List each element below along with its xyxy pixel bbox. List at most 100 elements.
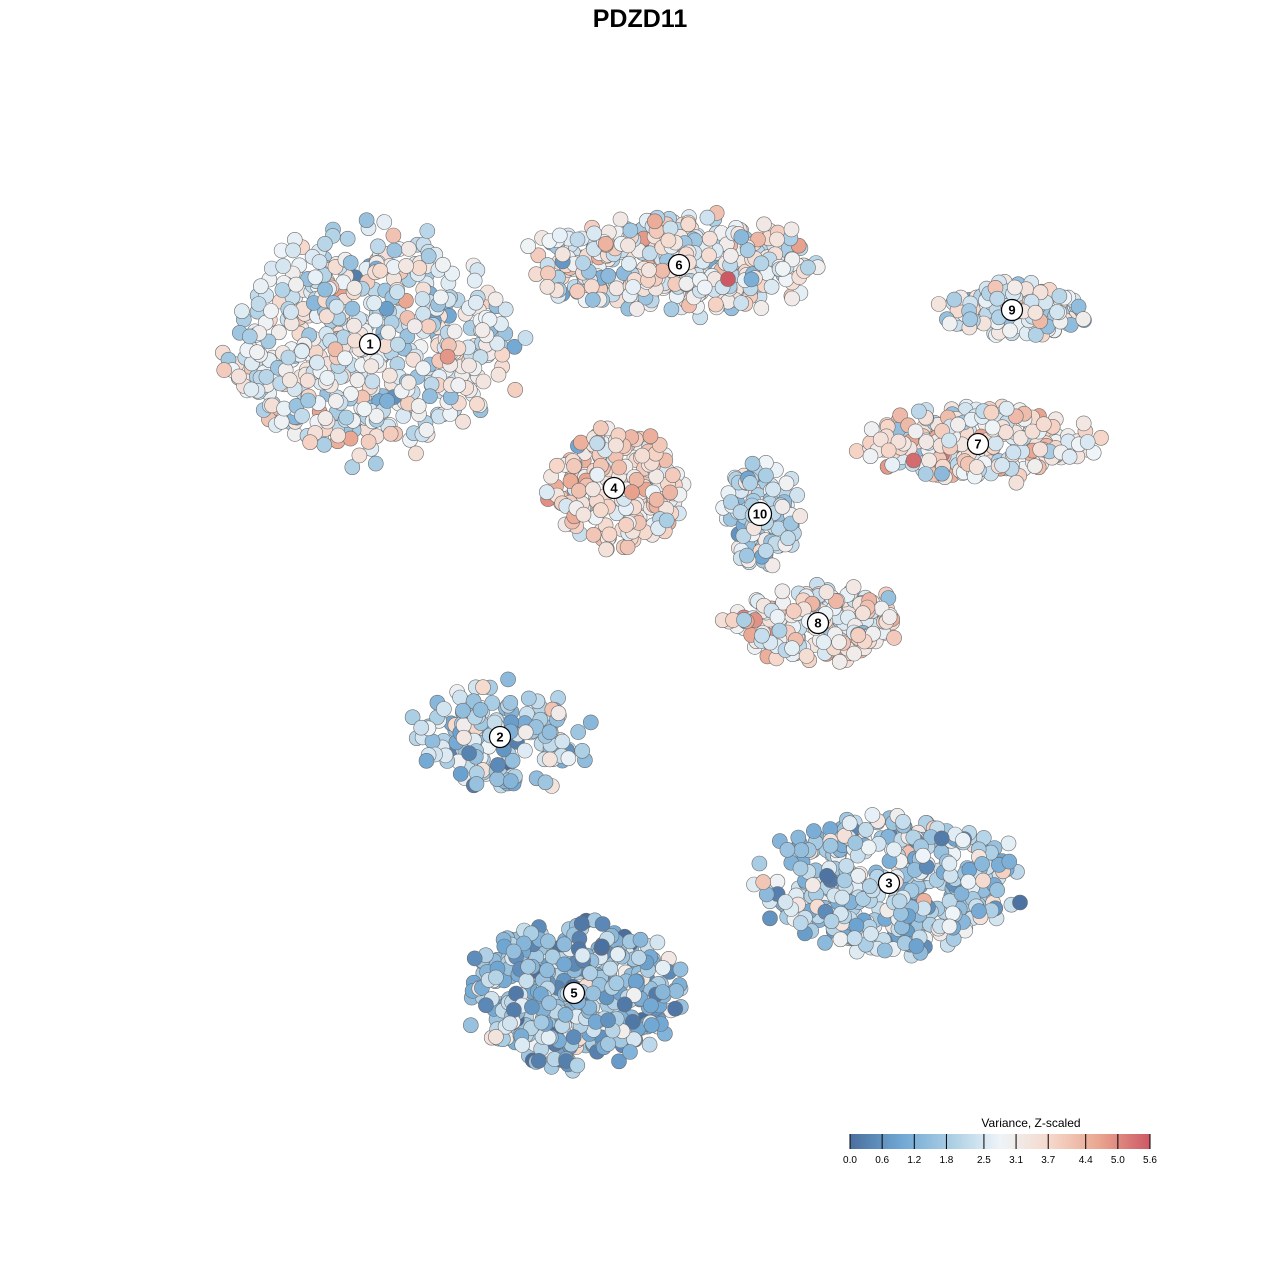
cell-point [763, 278, 780, 295]
cell-point [784, 640, 800, 657]
cell-point [622, 1044, 638, 1060]
cell-point [497, 301, 514, 318]
cell-point [575, 506, 592, 523]
cell-point [764, 557, 781, 574]
cell-point [489, 771, 506, 788]
cell-point [680, 216, 697, 233]
cell-point [624, 1013, 641, 1030]
cell-point [744, 455, 761, 472]
cell-point [933, 830, 950, 847]
cell-point [1005, 444, 1022, 461]
cell-point [462, 1017, 479, 1033]
cell-point [419, 223, 436, 239]
legend-tick-label: 1.2 [907, 1155, 921, 1166]
cell-point [533, 1014, 550, 1031]
cell-point [410, 398, 427, 414]
cell-point [538, 484, 555, 501]
cell-point [756, 216, 772, 233]
cell-point [779, 841, 796, 858]
cluster-label-text: 3 [885, 876, 892, 891]
cell-point [627, 973, 644, 990]
cell-point [339, 230, 356, 247]
cell-point [1049, 304, 1065, 320]
cell-point [751, 855, 768, 872]
cell-point [739, 242, 756, 258]
cell-point [793, 842, 810, 859]
cell-point [541, 724, 558, 741]
cell-point [723, 494, 739, 510]
cell-point [831, 653, 848, 670]
cell-point [765, 481, 781, 498]
cell-point [800, 259, 816, 276]
cell-point [309, 354, 325, 371]
cell-point [560, 750, 577, 767]
cell-point [569, 1057, 586, 1074]
cell-point [328, 393, 344, 409]
cell-point [600, 1012, 616, 1029]
cell-point [556, 956, 573, 973]
cell-point [376, 214, 393, 230]
legend-tick-label: 3.7 [1041, 1155, 1055, 1166]
cell-point [862, 448, 879, 465]
cell-point [1036, 416, 1052, 433]
cell-point [643, 997, 659, 1014]
cell-point [250, 296, 267, 312]
cell-point [414, 291, 431, 307]
cell-point [707, 296, 724, 313]
cell-point [573, 915, 590, 932]
cell-point [363, 358, 380, 375]
cell-point [380, 324, 397, 341]
cell-point [641, 262, 657, 279]
cell-point [934, 465, 950, 482]
cell-point [646, 213, 663, 230]
cluster-label: 10 [747, 501, 773, 527]
cell-point [344, 300, 361, 317]
cell-point [861, 878, 878, 895]
cell-point [1001, 853, 1018, 870]
cell-point [400, 241, 417, 257]
cell-point [855, 605, 871, 622]
cell-point [317, 410, 334, 427]
cell-point [780, 530, 796, 547]
cell-point [722, 248, 739, 264]
cell-point [490, 366, 507, 383]
cell-point [455, 413, 471, 430]
cell-point [592, 420, 609, 437]
cell-point [634, 447, 651, 464]
cell-point [668, 983, 685, 999]
cell-point [792, 508, 809, 524]
cell-point [663, 301, 680, 318]
cell-point [294, 408, 310, 424]
cell-point [944, 905, 961, 922]
cell-point [834, 889, 851, 906]
cell-point [573, 434, 589, 451]
cell-point [774, 583, 791, 600]
cell-point [836, 872, 853, 889]
cell-point [344, 459, 361, 476]
cell-point [769, 231, 785, 248]
cell-point [994, 457, 1010, 473]
cluster-label-badge [667, 253, 691, 277]
cell-point [848, 443, 865, 459]
cell-point [504, 752, 521, 769]
cell-point [368, 408, 385, 424]
cell-point [1061, 448, 1078, 465]
cell-point [506, 1002, 522, 1018]
cell-point [432, 289, 449, 306]
legend-tick-label: 0.0 [843, 1155, 857, 1166]
legend-ticks: 0.0 0.6 1.2 1.8 2.5 3.1 3.7 4.4 5.0 5.6 [843, 1134, 1157, 1166]
cell-point [701, 230, 718, 247]
cell-point [798, 648, 815, 664]
cell-point [815, 634, 832, 650]
cell-point [1075, 311, 1092, 327]
cell-point [366, 295, 383, 311]
cell-point [406, 318, 423, 335]
cell-point [502, 1015, 518, 1032]
legend-tick-label: 4.4 [1079, 1155, 1093, 1166]
cell-point [249, 344, 265, 361]
cell-point [252, 278, 269, 295]
cell-point [998, 400, 1015, 417]
cell-point [754, 627, 770, 644]
cell-point [557, 1006, 574, 1023]
